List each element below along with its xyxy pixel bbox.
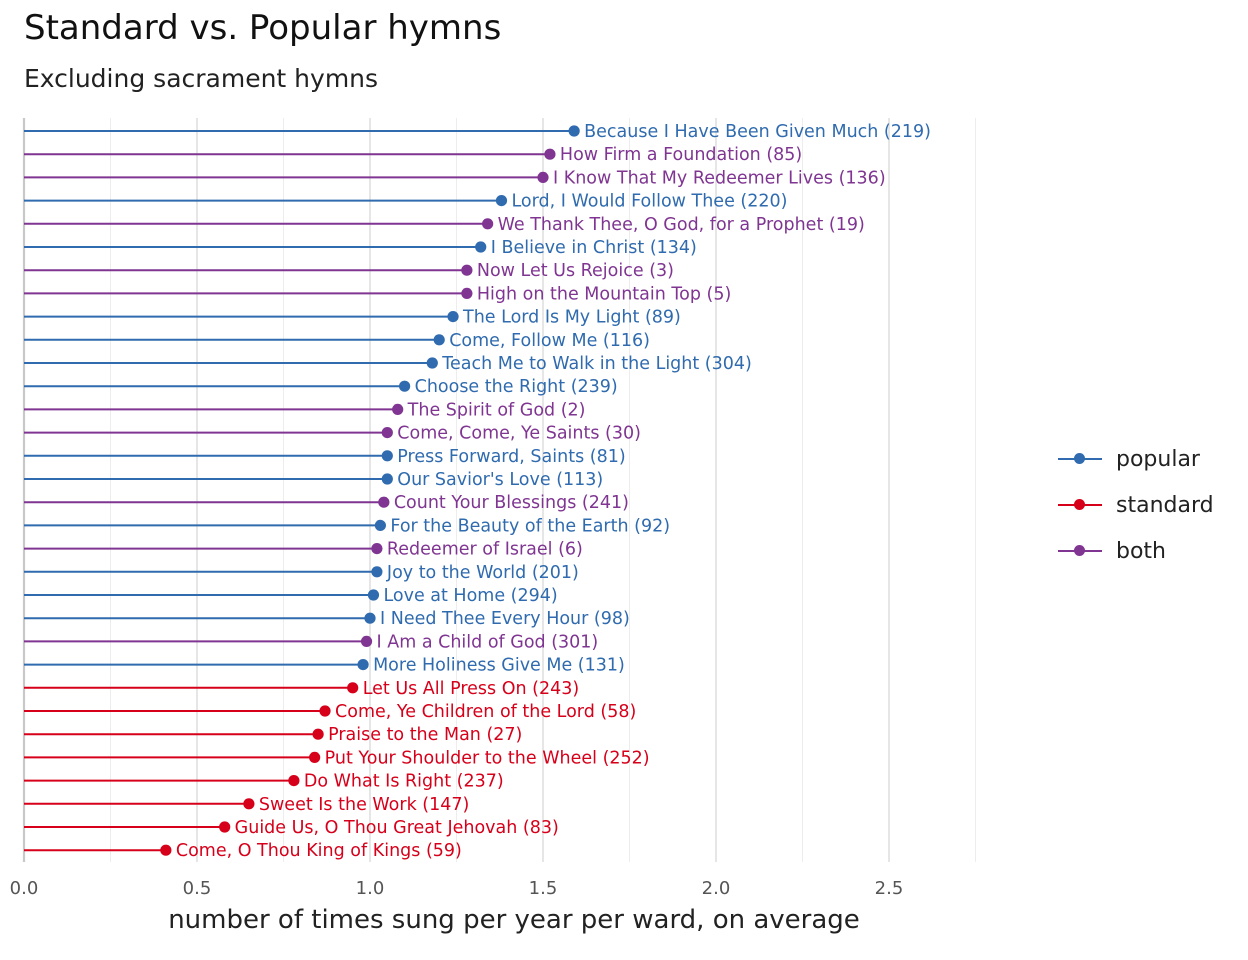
lollipop-point bbox=[544, 148, 556, 160]
hymn-label: For the Beauty of the Earth (92) bbox=[390, 516, 670, 536]
legend-key bbox=[1058, 495, 1102, 515]
lollipop-point bbox=[371, 566, 383, 578]
lollipop-point bbox=[309, 751, 321, 764]
lollipop-point bbox=[433, 334, 445, 346]
lollipop-point bbox=[482, 218, 494, 230]
lollipop-point bbox=[219, 821, 231, 833]
x-tick-label: 1.5 bbox=[529, 878, 558, 899]
x-tick-label: 0.5 bbox=[183, 878, 212, 899]
x-axis-label: number of times sung per year per ward, … bbox=[168, 905, 860, 935]
legend-label: popular bbox=[1116, 446, 1200, 472]
hymn-label: I Need Thee Every Hour (98) bbox=[380, 609, 630, 629]
lollipop-point bbox=[160, 844, 172, 856]
lollipop-point bbox=[371, 543, 383, 555]
hymn-label: Our Savior's Love (113) bbox=[397, 470, 603, 490]
hymn-label: Guide Us, O Thou Great Jehovah (83) bbox=[235, 818, 559, 838]
hymn-label: High on the Mountain Top (5) bbox=[477, 284, 731, 304]
hymn-label: Come, Come, Ye Saints (30) bbox=[397, 424, 641, 444]
gridlines bbox=[22, 118, 976, 862]
hymn-label: The Spirit of God (2) bbox=[407, 400, 586, 420]
x-tick-label: 1.0 bbox=[356, 878, 385, 899]
lollipop-point bbox=[495, 195, 508, 207]
legend-item-both: both bbox=[1058, 528, 1214, 574]
hymn-label: Count Your Blessings (241) bbox=[394, 493, 629, 513]
lollipop-point bbox=[381, 450, 393, 462]
lollipop-point bbox=[392, 403, 404, 415]
lollipop-point bbox=[374, 519, 386, 532]
hymn-label: Come, O Thou King of Kings (59) bbox=[176, 841, 462, 861]
lollipop-point bbox=[378, 496, 390, 508]
legend: popular standard both bbox=[1058, 436, 1214, 574]
x-tick-label: 2.0 bbox=[702, 878, 731, 899]
lollipop-point bbox=[381, 473, 393, 485]
lollipop-point bbox=[243, 798, 255, 810]
lollipop-point bbox=[447, 311, 459, 323]
x-axis: 0.0 0.5 1.0 1.5 2.0 2.5 bbox=[10, 878, 904, 899]
lollipop-point bbox=[347, 682, 359, 694]
x-tick-label: 0.0 bbox=[10, 878, 39, 899]
legend-key bbox=[1058, 541, 1102, 561]
hymn-label: Teach Me to Walk in the Light (304) bbox=[441, 354, 752, 374]
lollipop-point bbox=[288, 775, 300, 787]
hymn-label: I Believe in Christ (134) bbox=[491, 238, 697, 258]
hymn-label: Lord, I Would Follow Thee (220) bbox=[511, 192, 787, 212]
hymn-label: Press Forward, Saints (81) bbox=[397, 447, 625, 467]
chart-marks: Because I Have Been Given Much (219) How … bbox=[24, 122, 931, 861]
lollipop-point bbox=[319, 705, 331, 717]
hymn-label: Let Us All Press On (243) bbox=[363, 679, 580, 699]
hymn-label: Do What Is Right (237) bbox=[304, 772, 504, 792]
legend-point bbox=[1074, 499, 1085, 510]
legend-point bbox=[1074, 545, 1085, 556]
hymn-label: I Am a Child of God (301) bbox=[377, 632, 599, 652]
lollipop-point bbox=[364, 612, 376, 624]
hymn-label: Redeemer of Israel (6) bbox=[387, 540, 583, 560]
hymn-label: Come, Follow Me (116) bbox=[449, 331, 650, 351]
legend-label: standard bbox=[1116, 492, 1214, 518]
lollipop-point bbox=[312, 728, 324, 740]
x-tick-label: 2.5 bbox=[875, 878, 904, 899]
hymn-label: Now Let Us Rejoice (3) bbox=[477, 261, 674, 281]
chart-subtitle: Excluding sacrament hymns bbox=[24, 64, 379, 93]
hymn-label: Joy to the World (201) bbox=[386, 563, 579, 583]
hymn-label: The Lord Is My Light (89) bbox=[462, 308, 681, 328]
lollipop-point bbox=[461, 264, 473, 276]
hymn-label: Praise to the Man (27) bbox=[328, 725, 522, 745]
lollipop-point bbox=[537, 171, 549, 183]
legend-point bbox=[1074, 453, 1085, 464]
hymn-label: Put Your Shoulder to the Wheel (252) bbox=[325, 748, 650, 768]
lollipop-point bbox=[367, 589, 380, 601]
lollipop-point bbox=[360, 635, 373, 648]
legend-item-standard: standard bbox=[1058, 482, 1214, 528]
lollipop-point bbox=[568, 125, 580, 137]
lollipop-point bbox=[357, 659, 369, 671]
lollipop-point bbox=[461, 287, 473, 299]
hymn-label: Love at Home (294) bbox=[383, 586, 557, 606]
hymn-label: More Holiness Give Me (131) bbox=[373, 656, 625, 676]
hymn-label: How Firm a Foundation (85) bbox=[560, 145, 802, 165]
legend-key bbox=[1058, 449, 1102, 469]
chart-title: Standard vs. Popular hymns bbox=[24, 8, 502, 48]
hymn-label: I Know That My Redeemer Lives (136) bbox=[553, 168, 886, 188]
hymn-label: Because I Have Been Given Much (219) bbox=[584, 122, 931, 142]
hymn-label: Come, Ye Children of the Lord (58) bbox=[335, 702, 636, 722]
hymn-label: Sweet Is the Work (147) bbox=[259, 795, 469, 815]
hymn-label: Choose the Right (239) bbox=[415, 377, 618, 397]
legend-item-popular: popular bbox=[1058, 436, 1214, 482]
hymn-label: We Thank Thee, O God, for a Prophet (19) bbox=[498, 215, 865, 235]
legend-label: both bbox=[1116, 538, 1166, 564]
lollipop-point bbox=[426, 357, 438, 369]
lollipop-point bbox=[381, 427, 393, 439]
lollipop-point bbox=[399, 380, 411, 392]
lollipop-point bbox=[475, 241, 487, 253]
